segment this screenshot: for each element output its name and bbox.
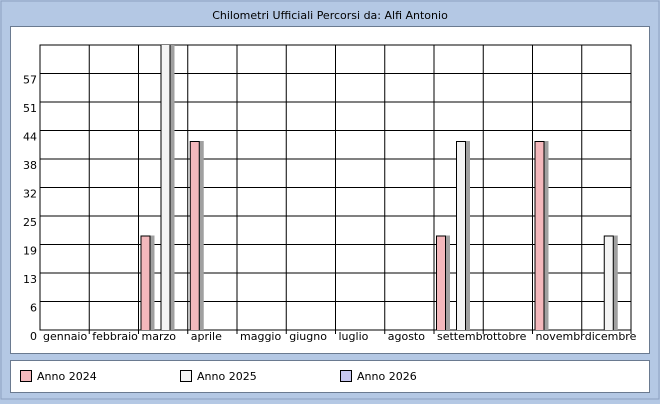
legend-panel bbox=[10, 360, 650, 393]
x-tick-label: luglio bbox=[339, 330, 369, 343]
legend-label: Anno 2026 bbox=[357, 370, 417, 383]
bar bbox=[436, 235, 446, 330]
legend-label: Anno 2024 bbox=[37, 370, 97, 383]
legend-swatch bbox=[340, 370, 352, 382]
y-tick-label: 38 bbox=[23, 159, 37, 172]
x-tick-label: febbraio bbox=[92, 330, 138, 343]
x-tick-label: ottobre bbox=[486, 330, 526, 343]
bar bbox=[456, 140, 466, 330]
x-tick-label: giugno bbox=[289, 330, 327, 343]
y-tick-label: 6 bbox=[30, 302, 37, 315]
y-tick-label: 44 bbox=[23, 131, 37, 144]
x-tick-label: agosto bbox=[388, 330, 425, 343]
x-tick-label: dicembre bbox=[585, 330, 637, 343]
x-tick-label: settembr bbox=[437, 330, 488, 343]
bar bbox=[160, 45, 171, 330]
bar bbox=[189, 140, 200, 330]
x-tick-label: gennaio bbox=[43, 330, 87, 343]
chart-title: Chilometri Ufficiali Percorsi da: Alfi A… bbox=[212, 9, 448, 22]
legend-label: Anno 2025 bbox=[197, 370, 257, 383]
y-tick-label: 32 bbox=[23, 187, 37, 200]
legend-swatch bbox=[180, 370, 192, 382]
bar bbox=[534, 140, 545, 330]
x-tick-label: marzo bbox=[142, 330, 177, 343]
y-tick-label: 25 bbox=[23, 216, 37, 229]
x-tick-label: aprile bbox=[191, 330, 222, 343]
y-tick-label: 57 bbox=[23, 73, 37, 86]
y-tick-label: 51 bbox=[23, 102, 37, 115]
y-tick-label: 19 bbox=[23, 244, 37, 257]
x-tick-label: novembr bbox=[536, 330, 586, 343]
legend-swatch bbox=[20, 370, 32, 382]
y-tick-label: 13 bbox=[23, 273, 37, 286]
bar bbox=[140, 235, 151, 330]
x-tick-label: maggio bbox=[240, 330, 281, 343]
y-tick-label: 0 bbox=[30, 330, 37, 343]
bar bbox=[603, 235, 614, 330]
